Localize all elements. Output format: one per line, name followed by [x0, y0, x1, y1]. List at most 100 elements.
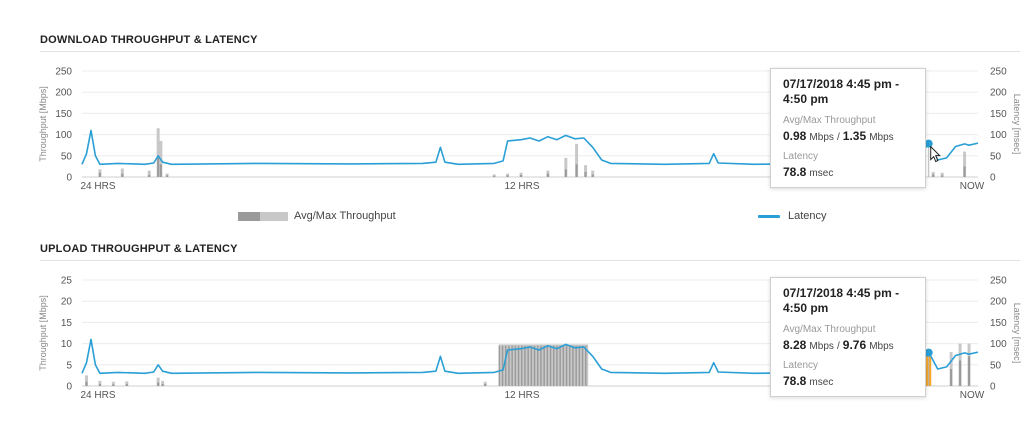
- upload-throughput-max-bar: [949, 352, 953, 386]
- upload-throughput-avg-bar: [968, 356, 971, 386]
- download-throughput-avg-bar: [591, 174, 594, 177]
- upload-throughput-max-bar: [125, 381, 129, 386]
- download-tooltip-date: 07/17/2018 4:45 pm - 4:50 pm: [783, 77, 900, 106]
- download-throughput-max-bar: [584, 165, 588, 177]
- upload-chart-title: UPLOAD THROUGHPUT & LATENCY: [40, 243, 238, 255]
- download-throughput-max-bar: [147, 170, 151, 177]
- download-throughput-avg-bar: [166, 175, 169, 177]
- download-throughput-avg-bar: [520, 174, 523, 177]
- upload-tooltip-throughput-label: Avg/Max Throughput: [783, 324, 876, 335]
- download-ytick-right: 150: [990, 109, 1007, 120]
- download-ytick-right: 250: [990, 67, 1007, 78]
- upload-throughput-band-bar: [521, 345, 523, 386]
- download-throughput-avg-bar: [98, 172, 101, 177]
- upload-throughput-band-bar: [514, 345, 517, 386]
- download-tooltip-latency-label: Latency: [783, 151, 819, 162]
- legend-latency-swatch: [758, 214, 780, 218]
- upload-throughput-avg-bar: [157, 382, 160, 386]
- upload-throughput-band-bar: [569, 345, 571, 386]
- upload-tooltip-latency-label: Latency: [783, 360, 819, 371]
- upload-ytick-right: 0: [990, 382, 996, 393]
- upload-throughput-band-bar: [546, 345, 549, 386]
- upload-throughput-max-bar: [84, 375, 88, 386]
- upload-throughput-band-bar: [575, 345, 577, 386]
- upload-ytick-right: 100: [990, 339, 1007, 350]
- upload-throughput-band-bar: [537, 345, 539, 386]
- download-throughput-max-bar: [156, 128, 160, 177]
- upload-throughput-max-bar: [98, 380, 102, 386]
- upload-throughput-max-bar: [156, 377, 160, 386]
- download-throughput-avg-bar: [575, 164, 578, 177]
- download-tooltip: 07/17/2018 4:45 pm - 4:50 pm Avg/Max Thr…: [770, 68, 926, 188]
- download-title-rule: [40, 51, 1020, 52]
- upload-throughput-band-bar: [543, 345, 545, 386]
- download-throughput-max-bar: [963, 151, 967, 177]
- download-throughput-avg-bar: [506, 175, 509, 177]
- download-tooltip-latency-unit: msec: [809, 168, 834, 179]
- download-throughput-max-bar: [564, 157, 568, 177]
- upload-tooltip-throughput-value: 8.28 Mbps / 9.76 Mbps: [783, 338, 913, 352]
- upload-throughput-band-bar: [562, 345, 565, 386]
- download-tooltip-max: 1.35: [842, 129, 867, 143]
- upload-throughput-band-bar: [508, 345, 510, 386]
- download-throughput-avg-bar: [584, 171, 587, 177]
- upload-throughput-avg-bar: [950, 369, 953, 386]
- upload-throughput-band-bar: [498, 345, 501, 386]
- upload-throughput-max-bar: [111, 381, 115, 386]
- download-xtick: NOW: [960, 181, 985, 192]
- upload-throughput-band-bar: [505, 345, 507, 386]
- upload-throughput-band-bar: [533, 345, 536, 386]
- upload-ylabel-right: Latency [msec]: [1012, 303, 1022, 364]
- download-throughput-max-bar: [120, 168, 124, 177]
- download-xtick: 24 HRS: [80, 181, 115, 192]
- download-throughput-max-bar: [940, 172, 944, 177]
- upload-ytick-left: 15: [61, 318, 73, 329]
- upload-throughput-band-bar: [581, 345, 584, 386]
- mouse-cursor-icon: [930, 145, 941, 163]
- download-ytick-left: 200: [55, 88, 72, 99]
- upload-throughput-avg-bar: [125, 383, 128, 386]
- upload-tooltip: 07/17/2018 4:45 pm - 4:50 pm Avg/Max Thr…: [770, 277, 926, 397]
- upload-throughput-band-bar: [553, 345, 555, 386]
- upload-tooltip-separator: /: [836, 341, 840, 352]
- upload-throughput-band-bar: [549, 345, 552, 386]
- download-ytick-left: 50: [61, 151, 73, 162]
- upload-tooltip-latency-value: 78.8 msec: [783, 374, 913, 388]
- download-ytick-left: 150: [55, 109, 72, 120]
- upload-xtick: NOW: [960, 390, 985, 401]
- download-throughput-avg-bar: [546, 173, 549, 177]
- upload-throughput-band-bar: [517, 345, 520, 386]
- legend-latency: Latency: [758, 210, 827, 222]
- upload-ylabel-left: Throughput [Mbps]: [38, 295, 48, 371]
- upload-throughput-band-bar: [556, 345, 558, 386]
- upload-ytick-left: 5: [66, 360, 72, 371]
- download-ytick-right: 100: [990, 130, 1007, 141]
- upload-ytick-left: 20: [61, 297, 73, 308]
- download-tooltip-avg: 0.98: [783, 129, 807, 143]
- download-throughput-avg-bar: [493, 175, 496, 177]
- upload-tooltip-latency: 78.8: [783, 374, 807, 388]
- download-ytick-right: 0: [990, 173, 996, 184]
- upload-throughput-band-bar: [585, 345, 587, 386]
- upload-throughput-band-bar: [578, 345, 581, 386]
- upload-throughput-band-bar: [530, 345, 533, 386]
- upload-throughput-avg-bar: [161, 383, 164, 386]
- upload-throughput-band-bar: [501, 345, 504, 386]
- upload-xtick: 24 HRS: [80, 390, 115, 401]
- upload-tooltip-max: 9.76: [842, 338, 867, 352]
- download-ytick-left: 250: [55, 67, 72, 78]
- download-tooltip-max-unit: Mbps: [869, 132, 894, 143]
- upload-highlight-point: [924, 348, 933, 357]
- download-ytick-right: 200: [990, 88, 1007, 99]
- upload-throughput-avg-bar: [85, 381, 88, 386]
- download-throughput-avg-bar: [121, 173, 124, 177]
- download-tooltip-latency: 78.8: [783, 165, 807, 179]
- upload-throughput-avg-bar: [925, 364, 928, 386]
- upload-throughput-band-bar: [511, 345, 513, 386]
- upload-throughput-avg-bar: [98, 383, 101, 386]
- upload-tooltip-avg: 8.28: [783, 338, 807, 352]
- upload-throughput-band-bar: [524, 345, 526, 386]
- download-throughput-avg-bar: [159, 164, 162, 177]
- download-throughput-avg-bar: [564, 169, 567, 177]
- legend-throughput: Avg/Max Throughput: [238, 210, 396, 222]
